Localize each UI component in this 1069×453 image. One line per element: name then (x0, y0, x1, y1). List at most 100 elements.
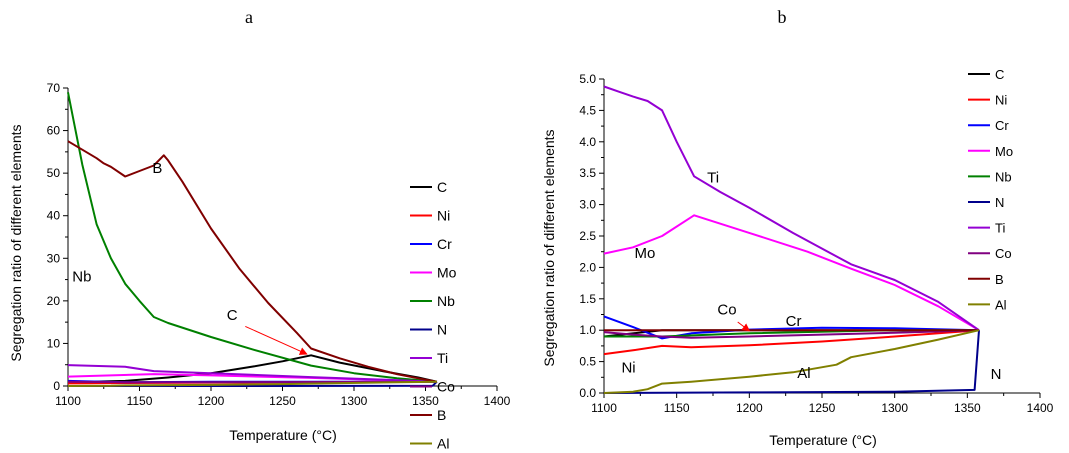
legend-item-co: Co (410, 379, 455, 395)
chart-panel-b: b 1100 1150 1200 1250 1300 1350 14000.00.51.01… (541, 7, 1054, 448)
legend-item-cr: Cr (968, 118, 1009, 133)
annotation-cr: Cr (786, 313, 802, 330)
legend-item-nb: Nb (410, 293, 455, 309)
legend-item-ti: Ti (968, 221, 1005, 236)
legend-item-cr: Cr (410, 236, 452, 252)
annotation-n: N (991, 366, 1002, 383)
series-line-ti (603, 85, 980, 332)
series-line-cr (603, 315, 980, 340)
legend-label: Nb (995, 169, 1012, 184)
annotation-c: C (227, 307, 238, 324)
panel-a-annotations: B Nb C (72, 160, 308, 355)
legend-item-n: N (968, 195, 1004, 210)
panel-a-axes: 1100 1150 1200 1250 1300 1350 1400 0 10 20 30 40 50 6… (47, 81, 511, 408)
panel-b-legend: C Ni Cr Mo Nb N Ti Co B Al (968, 67, 1013, 312)
x-tick-label: 1350 (412, 394, 439, 408)
legend-label: N (437, 322, 447, 338)
series-line-al (603, 329, 980, 394)
series-line-co (603, 329, 980, 339)
panel-a-y-axis-title: Segregation ratio of different elements (8, 124, 24, 361)
legend-label: Ni (437, 208, 450, 224)
legend-label: Cr (437, 236, 452, 252)
legend-item-n: N (410, 322, 447, 338)
chart-panel-a: a 1100 1150 1200 1250 1300 1350 1400 0 10 20 30 40 5… (8, 7, 511, 452)
x-tick-label: 1200 (198, 394, 225, 408)
annotation-arrow (737, 321, 751, 332)
legend-label: Cr (995, 118, 1009, 133)
x-tick-label: 1100 (55, 394, 81, 408)
legend-item-ni: Ni (410, 208, 450, 224)
legend-label: Ti (437, 350, 448, 366)
legend-item-mo: Mo (410, 265, 457, 281)
annotation-al: Al (797, 365, 810, 382)
legend-label: Mo (995, 144, 1013, 159)
y-tick-label: 60 (47, 124, 61, 138)
y-tick-label: 2.0 (579, 260, 596, 274)
legend-label: B (437, 407, 446, 423)
legend-item-co: Co (968, 246, 1012, 261)
annotation-arrow (245, 325, 308, 355)
legend-item-al: Al (410, 436, 449, 452)
legend-label: Nb (437, 293, 455, 309)
legend-item-c: C (968, 67, 1004, 82)
legend-item-ni: Ni (968, 93, 1007, 108)
x-tick-label: 1250 (269, 394, 296, 408)
panel-a-label: a (245, 7, 253, 27)
panel-a-series (67, 92, 438, 387)
legend-item-c: C (410, 179, 447, 195)
y-tick-label: 70 (47, 81, 61, 95)
y-tick-label: 4.0 (579, 135, 596, 149)
series-line-co (67, 380, 437, 384)
x-tick-label: 1250 (809, 401, 836, 415)
legend-label: Ni (995, 93, 1007, 108)
legend-label: Co (995, 246, 1012, 261)
panel-a-x-axis-title: Temperature (°C) (229, 427, 337, 443)
annotation-ni: Ni (621, 359, 635, 376)
series-line-al (67, 380, 437, 387)
x-tick-label: 1300 (881, 401, 908, 415)
annotation-mo: Mo (635, 245, 656, 262)
y-tick-label: 5.0 (579, 72, 596, 86)
x-tick-label: 1100 (591, 401, 617, 415)
y-tick-label: 10 (47, 336, 61, 350)
legend-label: B (995, 272, 1004, 287)
y-tick-label: 1.0 (579, 323, 596, 337)
annotation-ti: Ti (707, 170, 719, 187)
legend-label: C (995, 67, 1004, 82)
legend-label: Ti (995, 221, 1005, 236)
y-tick-label: 4.5 (579, 103, 596, 117)
panel-b-axes: 1100 1150 1200 1250 1300 1350 1400 0.0 0.5 1.0 1.5… (579, 72, 1053, 415)
series-line-c (67, 354, 438, 384)
x-tick-label: 1150 (664, 401, 690, 415)
y-tick-label: 1.5 (579, 292, 596, 306)
legend-label: Al (995, 297, 1007, 312)
x-tick-label: 1200 (736, 401, 763, 415)
series-line-ti (67, 364, 437, 383)
panel-b-x-axis-title: Temperature (°C) (769, 432, 877, 448)
x-tick-label: 1400 (1027, 401, 1054, 415)
panel-b-y-axis-title: Segregation ratio of different elements (541, 129, 557, 366)
y-tick-label: 3.0 (579, 198, 596, 212)
legend-label: C (437, 179, 447, 195)
x-tick-label: 1300 (341, 394, 368, 408)
legend-item-b: B (410, 407, 446, 423)
y-tick-label: 40 (47, 209, 61, 223)
panel-b-annotations: Ti Mo Co Cr Ni Al N (621, 170, 1001, 384)
x-tick-label: 1400 (484, 394, 511, 408)
legend-item-nb: Nb (968, 169, 1012, 184)
y-tick-label: 20 (47, 294, 61, 308)
y-tick-label: 0 (53, 379, 60, 393)
x-tick-label: 1350 (954, 401, 981, 415)
legend-label: Al (437, 436, 449, 452)
legend-label: Co (437, 379, 455, 395)
panel-b-label: b (778, 7, 787, 27)
legend-item-b: B (968, 272, 1004, 287)
series-line-mo (603, 214, 980, 332)
y-tick-label: 0.0 (579, 386, 596, 400)
y-tick-label: 2.5 (579, 229, 596, 243)
y-tick-label: 0.5 (579, 355, 596, 369)
legend-label: Mo (437, 265, 457, 281)
x-tick-label: 1150 (127, 394, 153, 408)
y-tick-label: 50 (47, 166, 61, 180)
legend-item-ti: Ti (410, 350, 448, 366)
